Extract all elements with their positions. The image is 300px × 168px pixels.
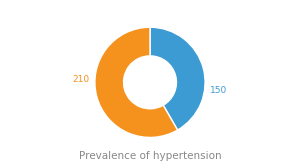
Text: 150: 150 [210,86,227,95]
Text: 210: 210 [73,75,90,84]
Wedge shape [150,27,205,130]
Text: Prevalence of hypertension: Prevalence of hypertension [79,151,221,161]
Wedge shape [95,27,178,137]
